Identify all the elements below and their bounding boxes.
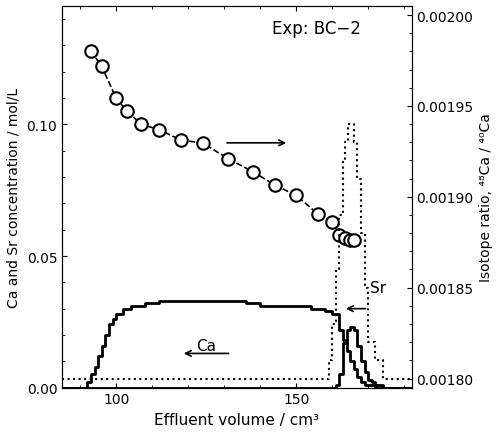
Y-axis label: Ca and Sr concentration / mol/L: Ca and Sr concentration / mol/L bbox=[7, 88, 21, 307]
Y-axis label: Isotope ratio, ⁴⁸Ca / ⁴⁰Ca: Isotope ratio, ⁴⁸Ca / ⁴⁰Ca bbox=[479, 113, 493, 282]
Text: Ca: Ca bbox=[196, 338, 216, 353]
Text: Sr: Sr bbox=[370, 280, 386, 296]
Text: Exp: BC−2: Exp: BC−2 bbox=[272, 20, 360, 38]
X-axis label: Effluent volume / cm³: Effluent volume / cm³ bbox=[154, 412, 320, 427]
